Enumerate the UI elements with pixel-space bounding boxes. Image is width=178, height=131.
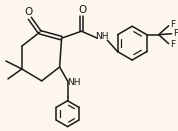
Text: NH: NH (67, 78, 80, 87)
Text: NH: NH (96, 32, 109, 41)
Text: O: O (25, 7, 33, 17)
Text: O: O (78, 5, 87, 15)
Text: F: F (170, 20, 175, 29)
Text: F: F (173, 29, 178, 38)
Text: F: F (170, 40, 175, 49)
